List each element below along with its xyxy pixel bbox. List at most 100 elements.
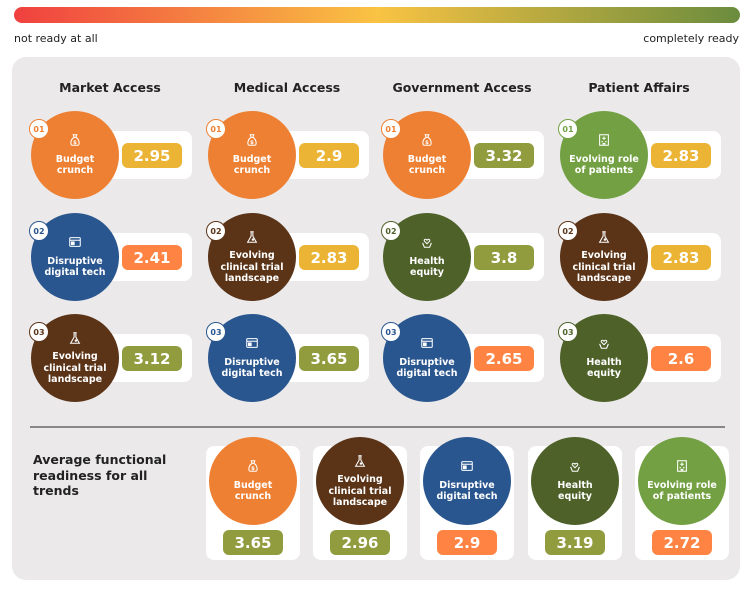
theme-circle-budget: $ Budget crunch — [209, 437, 297, 525]
theme-label-line: Evolving role — [647, 479, 717, 491]
theme-circle-patients: Evolving role of patients — [638, 437, 726, 525]
theme-label-line: digital tech — [436, 491, 498, 503]
column-title: Patient Affairs — [588, 80, 690, 95]
theme-label-line: crunch — [408, 165, 446, 177]
score-badge: 3.8 — [474, 245, 534, 270]
browser-window-icon — [420, 336, 434, 356]
money-bag-icon: $ — [245, 133, 259, 153]
score-badge: 2.41 — [122, 245, 182, 270]
score-badge: 2.83 — [651, 245, 711, 270]
score-badge: 2.9 — [437, 530, 497, 555]
theme-label-line: Evolving role — [569, 153, 639, 165]
score-badge: 2.9 — [299, 143, 359, 168]
rank-number: 01 — [381, 119, 401, 139]
divider — [30, 426, 725, 428]
theme-label-line: Evolving — [52, 351, 98, 363]
theme-label-line: Disruptive — [224, 356, 280, 368]
browser-window-icon — [245, 336, 259, 356]
money-bag-icon: $ — [420, 133, 434, 153]
score-badge: 3.32 — [474, 143, 534, 168]
browser-window-icon — [68, 235, 82, 255]
score-badge: 2.96 — [330, 530, 390, 555]
theme-label-line: of patients — [574, 165, 634, 177]
score-badge: 2.65 — [474, 346, 534, 371]
theme-circle-digital: Disruptive digital tech — [423, 437, 511, 525]
theme-label-line: crunch — [234, 491, 272, 503]
column-title: Medical Access — [233, 80, 341, 95]
theme-label-line: Budget — [55, 153, 95, 165]
theme-label-line: Budget — [407, 153, 447, 165]
svg-text:$: $ — [250, 140, 254, 146]
theme-label-line: Budget — [232, 153, 272, 165]
rank-number: 02 — [381, 221, 401, 241]
theme-label-line: of patients — [652, 491, 712, 503]
flask-icon — [353, 454, 367, 474]
rank-number: 01 — [206, 119, 226, 139]
score-badge: 2.83 — [651, 143, 711, 168]
scale-left-label: not ready at all — [14, 32, 98, 45]
score-badge: 3.19 — [545, 530, 605, 555]
money-bag-icon: $ — [68, 133, 82, 153]
theme-label-line: Health — [409, 255, 445, 267]
flask-icon — [245, 230, 259, 250]
theme-label-line: digital tech — [396, 368, 458, 380]
flask-icon — [597, 230, 611, 250]
theme-label-line: Disruptive — [47, 255, 103, 267]
theme-label-line: clinical trial — [572, 261, 636, 273]
theme-label-line: Disruptive — [439, 479, 495, 491]
theme-circle-health: Health equity — [531, 437, 619, 525]
theme-label-line: clinical trial — [43, 362, 107, 374]
theme-label-line: digital tech — [44, 267, 106, 279]
theme-label-line: clinical trial — [220, 261, 284, 273]
theme-label-line: Health — [557, 479, 593, 491]
readiness-gradient-scale — [14, 7, 740, 23]
rank-number: 01 — [29, 119, 49, 139]
score-badge: 3.12 — [122, 346, 182, 371]
rank-number: 03 — [381, 322, 401, 342]
rank-number: 03 — [206, 322, 226, 342]
health-hands-icon — [568, 459, 582, 479]
browser-window-icon — [460, 459, 474, 479]
rank-number: 02 — [29, 221, 49, 241]
scale-right-label: completely ready — [643, 32, 739, 45]
theme-label-line: equity — [587, 368, 621, 380]
svg-text:$: $ — [73, 140, 77, 146]
theme-label-line: Evolving — [581, 250, 627, 262]
column-title: Market Access — [59, 80, 161, 95]
flask-icon — [68, 331, 82, 351]
theme-label-line: clinical trial — [328, 485, 392, 497]
rank-number: 01 — [558, 119, 578, 139]
score-badge: 3.65 — [299, 346, 359, 371]
score-badge: 2.6 — [651, 346, 711, 371]
theme-label-line: Budget — [233, 479, 273, 491]
theme-label-line: Disruptive — [399, 356, 455, 368]
theme-label-line: crunch — [233, 165, 271, 177]
health-hands-icon — [597, 336, 611, 356]
rank-number: 02 — [206, 221, 226, 241]
rank-number: 03 — [29, 322, 49, 342]
svg-text:$: $ — [251, 466, 255, 472]
rank-number: 02 — [558, 221, 578, 241]
score-badge: 3.65 — [223, 530, 283, 555]
theme-label-line: Health — [586, 356, 622, 368]
theme-label-line: equity — [410, 267, 444, 279]
theme-label-line: landscape — [47, 373, 103, 385]
rank-number: 03 — [558, 322, 578, 342]
theme-label-line: digital tech — [221, 368, 283, 380]
health-hands-icon — [420, 235, 434, 255]
theme-label-line: Evolving — [337, 474, 383, 486]
theme-label-line: landscape — [332, 496, 388, 508]
score-badge: 2.72 — [652, 530, 712, 555]
money-bag-icon: $ — [246, 459, 260, 479]
theme-label-line: equity — [558, 491, 592, 503]
hospital-icon — [597, 133, 611, 153]
score-badge: 2.95 — [122, 143, 182, 168]
score-badge: 2.83 — [299, 245, 359, 270]
column-title: Government Access — [392, 80, 532, 95]
average-title: Average functional readiness for all tre… — [33, 452, 167, 499]
theme-label-line: landscape — [576, 272, 632, 284]
hospital-icon — [675, 459, 689, 479]
theme-circle-clinical: Evolving clinical trial landscape — [316, 437, 404, 525]
theme-label-line: landscape — [224, 272, 280, 284]
svg-text:$: $ — [425, 140, 429, 146]
